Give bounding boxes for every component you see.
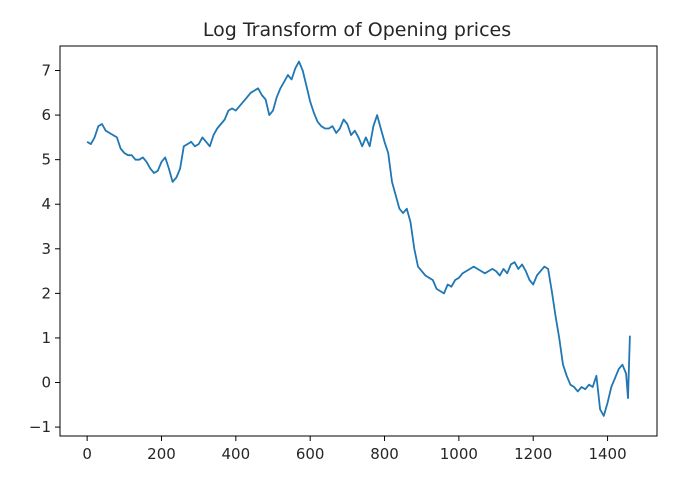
y-tick-label: 2 bbox=[41, 284, 51, 302]
x-tick-label: 800 bbox=[370, 445, 399, 463]
y-tick-label: 3 bbox=[41, 240, 51, 258]
x-tick-label: 1200 bbox=[514, 445, 552, 463]
plot-area-frame bbox=[59, 45, 658, 437]
x-tick-label: 400 bbox=[222, 445, 251, 463]
series-layer bbox=[86, 60, 631, 417]
y-tick-label: 7 bbox=[41, 62, 51, 80]
y-tick-label: 4 bbox=[41, 195, 51, 213]
ticks-layer: 0 200 400 600 800 1000 1200 1400 −1 0 1 2 3 4 5 6 7 bbox=[29, 62, 627, 463]
x-tick-label: 1400 bbox=[588, 445, 626, 463]
y-tick-label: −1 bbox=[29, 418, 51, 436]
series-line bbox=[86, 60, 631, 417]
x-tick-label: 1000 bbox=[440, 445, 478, 463]
y-tick-label: 5 bbox=[41, 151, 51, 169]
chart-title: Log Transform of Opening prices bbox=[203, 19, 511, 41]
x-tick-label: 0 bbox=[82, 445, 92, 463]
y-tick-label: 6 bbox=[41, 106, 51, 124]
y-tick-label: 0 bbox=[41, 374, 51, 392]
x-tick-label: 600 bbox=[296, 445, 325, 463]
y-tick-label: 1 bbox=[41, 329, 51, 347]
x-tick-label: 200 bbox=[147, 445, 176, 463]
